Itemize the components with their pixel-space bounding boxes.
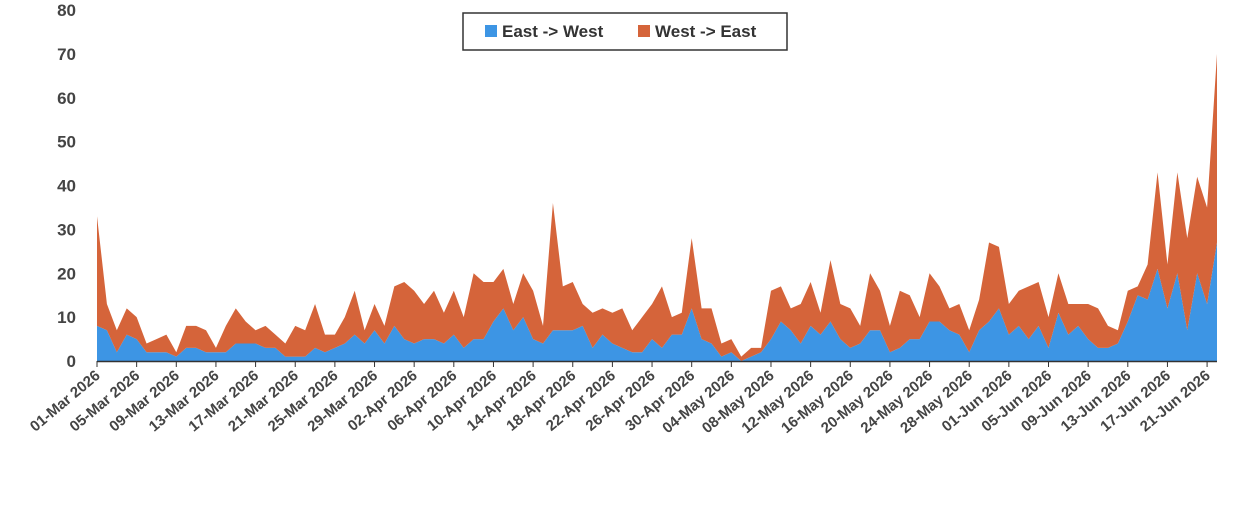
legend-label-east-west: East -> West [502, 22, 604, 41]
y-tick-label: 20 [57, 264, 76, 283]
legend-swatch-east-west [485, 25, 497, 37]
legend-swatch-west-east [638, 25, 650, 37]
legend-box [462, 12, 788, 51]
y-tick-label: 60 [57, 89, 76, 108]
y-axis: 0 10 20 30 40 50 60 70 80 [57, 1, 76, 371]
y-tick-label: 10 [57, 308, 76, 327]
y-tick-label: 80 [57, 1, 76, 20]
legend-label-west-east: West -> East [655, 22, 757, 41]
area-series-east-west [97, 242, 1217, 361]
y-tick-label: 50 [57, 133, 76, 152]
y-tick-label: 40 [57, 177, 76, 196]
legend: East -> West West -> East [462, 12, 788, 51]
chart-areas [97, 53, 1217, 361]
y-tick-label: 0 [67, 352, 76, 371]
area-series-west-east [97, 53, 1217, 361]
y-tick-label: 30 [57, 220, 76, 239]
y-tick-label: 70 [57, 45, 76, 64]
